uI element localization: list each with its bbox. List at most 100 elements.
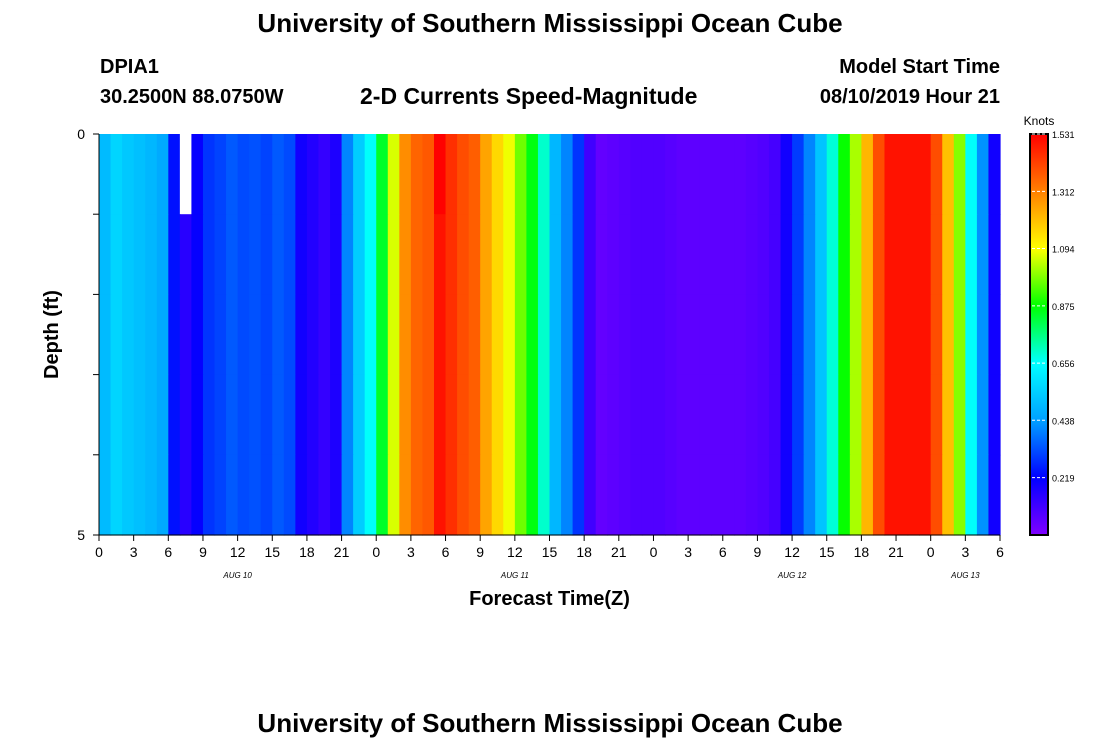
heatmap-cell bbox=[214, 454, 227, 536]
heatmap-cell bbox=[919, 454, 932, 536]
heatmap-cell bbox=[953, 294, 966, 376]
heatmap-cell bbox=[422, 134, 435, 215]
x-tick-label: 0 bbox=[95, 544, 103, 560]
heatmap-cell bbox=[630, 454, 643, 536]
heatmap-cell bbox=[815, 134, 828, 215]
heatmap-cell bbox=[330, 454, 343, 536]
x-tick-label: 15 bbox=[542, 544, 558, 560]
heatmap-cell bbox=[953, 454, 966, 536]
heatmap-cell bbox=[572, 214, 585, 295]
x-tick-label: 6 bbox=[719, 544, 727, 560]
heatmap-cell bbox=[734, 134, 747, 215]
heatmap-cell bbox=[306, 454, 320, 536]
heatmap-cell bbox=[387, 374, 400, 456]
heatmap-cell bbox=[607, 214, 620, 295]
x-tick-label: 6 bbox=[996, 544, 1004, 560]
date-label: AUG 10 bbox=[222, 571, 252, 580]
heatmap-cell bbox=[722, 134, 735, 215]
heatmap-cell bbox=[503, 294, 516, 376]
heatmap-cell bbox=[618, 454, 631, 536]
heatmap-cell bbox=[815, 454, 828, 536]
heatmap-cell bbox=[237, 374, 250, 456]
heatmap-cell bbox=[410, 134, 424, 215]
heatmap-cell bbox=[919, 374, 932, 456]
heatmap-cell bbox=[884, 374, 897, 456]
heatmap-cell bbox=[919, 294, 932, 376]
colorbar-tick-label: 0.875 bbox=[1052, 302, 1075, 312]
heatmap-cell bbox=[780, 374, 793, 456]
heatmap-cell bbox=[861, 214, 874, 295]
heatmap-cell bbox=[872, 294, 886, 376]
heatmap-cell bbox=[815, 214, 828, 295]
heatmap-cell bbox=[353, 214, 366, 295]
heatmap-cell bbox=[803, 214, 816, 295]
heatmap-cell bbox=[503, 454, 516, 536]
heatmap-cell bbox=[330, 214, 343, 295]
heatmap-cell bbox=[457, 374, 470, 456]
heatmap-cell bbox=[514, 454, 527, 536]
heatmap-cell bbox=[549, 134, 562, 215]
heatmap-cell bbox=[168, 294, 181, 376]
heatmap-cell bbox=[237, 214, 250, 295]
heatmap-cell bbox=[318, 134, 331, 215]
heatmap-cell bbox=[457, 294, 470, 376]
heatmap-cell bbox=[133, 294, 146, 376]
heatmap-cell bbox=[260, 374, 273, 456]
heatmap-cell bbox=[480, 134, 493, 215]
heatmap-cell bbox=[480, 294, 493, 376]
heatmap-cell bbox=[433, 134, 447, 215]
heatmap-cell bbox=[780, 214, 793, 295]
heatmap-cell bbox=[653, 214, 666, 295]
heatmap-cell bbox=[110, 454, 123, 536]
heatmap-cell bbox=[283, 134, 296, 215]
heatmap-cell bbox=[202, 134, 216, 215]
heatmap-cell bbox=[526, 134, 539, 215]
heatmap-cell bbox=[110, 374, 123, 456]
colorbar bbox=[1029, 133, 1049, 536]
heatmap-cell bbox=[353, 134, 366, 215]
x-tick-label: 6 bbox=[164, 544, 172, 560]
heatmap-cell bbox=[457, 134, 470, 215]
heatmap-cell bbox=[768, 214, 782, 295]
heatmap-cell bbox=[595, 214, 608, 295]
date-label: AUG 12 bbox=[777, 571, 807, 580]
heatmap-cell bbox=[653, 454, 666, 536]
heatmap-cell bbox=[214, 134, 227, 215]
heatmap-cell bbox=[214, 214, 227, 295]
heatmap-cell bbox=[353, 374, 366, 456]
heatmap-cell bbox=[122, 134, 135, 215]
heatmap-cell bbox=[249, 134, 262, 215]
heatmap-cell bbox=[445, 294, 458, 376]
heatmap-cell bbox=[283, 374, 296, 456]
heatmap-cell bbox=[457, 214, 470, 295]
x-tick-label: 12 bbox=[230, 544, 246, 560]
heatmap-cell bbox=[861, 294, 874, 376]
heatmap-cell bbox=[376, 214, 389, 295]
heatmap-cell bbox=[561, 374, 574, 456]
heatmap-cell bbox=[468, 454, 481, 536]
heatmap-cell bbox=[110, 294, 123, 376]
heatmap-cell bbox=[295, 294, 308, 376]
heatmap-cell bbox=[503, 374, 516, 456]
heatmap-cell bbox=[110, 134, 123, 215]
heatmap-cell bbox=[341, 214, 354, 295]
heatmap-cell bbox=[537, 294, 551, 376]
heatmap-cell bbox=[849, 374, 862, 456]
heatmap-cell bbox=[676, 134, 689, 215]
heatmap-cell bbox=[849, 454, 862, 536]
heatmap-cell bbox=[942, 294, 955, 376]
heatmap-cell bbox=[722, 214, 735, 295]
heatmap-cell bbox=[260, 214, 273, 295]
heatmap-cell bbox=[399, 134, 412, 215]
heatmap-cell bbox=[237, 454, 250, 536]
heatmap-cell bbox=[618, 214, 631, 295]
heatmap-cell bbox=[699, 374, 712, 456]
x-tick-label: 21 bbox=[334, 544, 350, 560]
heatmap-cell bbox=[699, 454, 712, 536]
heatmap-cell bbox=[618, 294, 631, 376]
heatmap-cell bbox=[838, 214, 851, 295]
heatmap-cell bbox=[572, 134, 585, 215]
date-label: AUG 11 bbox=[500, 571, 529, 580]
heatmap-cell bbox=[653, 294, 666, 376]
heatmap-cell bbox=[295, 214, 308, 295]
